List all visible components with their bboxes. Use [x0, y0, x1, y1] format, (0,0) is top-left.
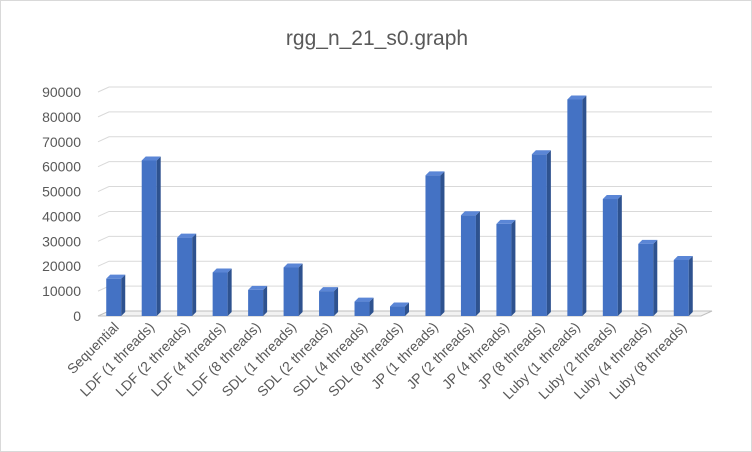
bar-front: [354, 301, 370, 316]
gridline: [97, 136, 712, 143]
bar-side: [298, 263, 303, 316]
bar: [602, 195, 622, 316]
bar-top: [354, 297, 374, 302]
gridline: [97, 111, 712, 118]
bar: [425, 171, 445, 316]
bar-front: [390, 306, 405, 316]
bar-side: [334, 287, 339, 316]
bar-front: [460, 215, 476, 316]
bar: [177, 233, 197, 316]
bar: [390, 302, 409, 316]
bar-top: [567, 95, 587, 100]
bar: [141, 156, 161, 316]
bar-top: [425, 171, 445, 176]
bar-side: [227, 268, 232, 316]
bar-front: [283, 267, 299, 316]
bar-side: [440, 171, 445, 316]
bar-side: [653, 239, 658, 316]
bar-front: [141, 160, 157, 316]
bar-top: [212, 268, 232, 273]
y-tick-label: 40000: [42, 208, 81, 224]
bar-front: [425, 175, 441, 316]
bars: [106, 95, 693, 316]
y-tick-label: 20000: [42, 258, 81, 274]
bar: [673, 256, 693, 316]
bar-side: [156, 156, 161, 316]
bar-front: [567, 99, 583, 316]
y-tick-label: 80000: [42, 109, 81, 125]
bar-top: [531, 150, 551, 155]
gridline: [97, 210, 712, 217]
bar: [531, 150, 551, 316]
bar-front: [177, 237, 193, 316]
bar-front: [673, 260, 689, 316]
bar-top: [390, 302, 409, 307]
bar-top: [319, 287, 339, 292]
bar-side: [475, 211, 480, 316]
bar: [354, 297, 374, 316]
bar-top: [460, 211, 480, 216]
bar: [106, 274, 126, 316]
bar-top: [496, 219, 516, 224]
bar-front: [106, 278, 122, 316]
bar: [638, 239, 658, 316]
bar-side: [192, 233, 197, 316]
bar-top: [602, 195, 622, 200]
bar-side: [546, 150, 551, 316]
bar-front: [496, 223, 512, 316]
bar-side: [617, 195, 622, 316]
y-axis-ticks: 0 10000 20000 30000 40000 50000 60000 70000 8000…: [42, 84, 81, 324]
bar: [567, 95, 587, 316]
bar-top: [141, 156, 161, 161]
bar-front: [638, 243, 654, 316]
bar-side: [405, 302, 409, 316]
bar-front: [248, 289, 264, 316]
bar-side: [582, 95, 587, 316]
bar-side: [688, 256, 693, 316]
bar: [496, 219, 516, 316]
bar-side: [369, 297, 374, 316]
bar: [283, 263, 303, 316]
bar-top: [177, 233, 197, 238]
bar: [212, 268, 232, 316]
gridline: [97, 186, 712, 193]
bar-front: [212, 272, 228, 316]
bar: [460, 211, 480, 316]
y-tick-label: 70000: [42, 134, 81, 150]
y-tick-label: 30000: [42, 233, 81, 249]
chart-title: rgg_n_21_s0.graph: [286, 27, 468, 50]
y-tick-label: 60000: [42, 159, 81, 175]
bar-front: [602, 199, 618, 316]
bar-side: [263, 285, 268, 316]
y-tick-label: 90000: [42, 84, 81, 100]
bar-top: [106, 274, 126, 279]
bar-side: [511, 219, 516, 316]
bar-top: [638, 239, 658, 244]
bar-top: [248, 285, 268, 290]
bar-side: [121, 274, 126, 316]
y-tick-label: 0: [73, 308, 81, 324]
bar: [248, 285, 268, 316]
bar: [319, 287, 339, 316]
y-tick-label: 50000: [42, 184, 81, 200]
bar-top: [283, 263, 303, 268]
bar-front: [531, 154, 547, 316]
gridline: [97, 86, 712, 93]
bar-top: [673, 256, 693, 260]
bar-front: [319, 291, 335, 316]
gridline: [97, 161, 712, 168]
y-tick-label: 10000: [42, 283, 81, 299]
